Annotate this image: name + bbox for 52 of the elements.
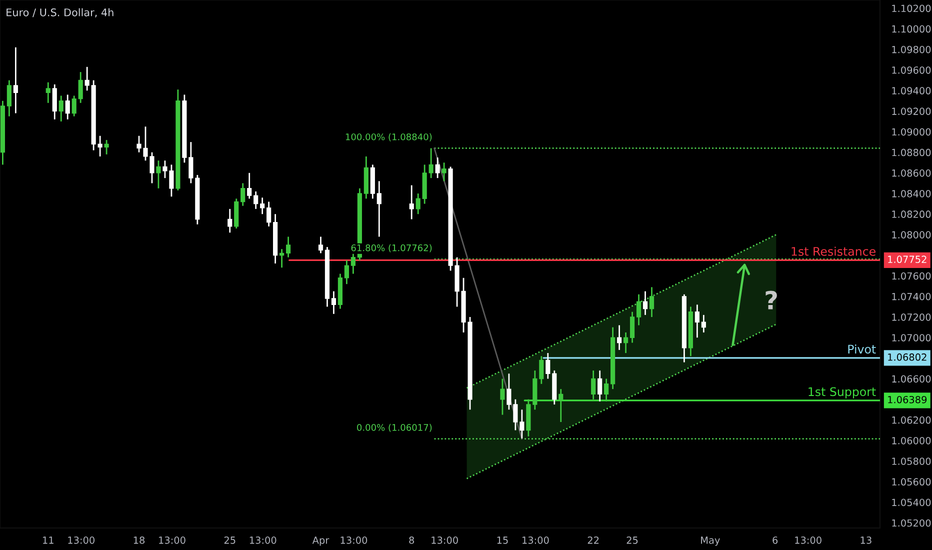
- y-tick-label: 1.09200: [892, 108, 931, 115]
- y-tick-label: 1.07200: [892, 313, 931, 321]
- y-tick-label: 1.07000: [892, 334, 931, 342]
- y-tick-label: 1.08200: [892, 210, 931, 218]
- data-label: 1.06389: [888, 396, 927, 404]
- x-tick-label: 13:00: [432, 536, 458, 544]
- x-tick-label: 13:00: [522, 536, 549, 544]
- y-tick-label: 1.08600: [892, 169, 931, 177]
- series-label: Pivot: [848, 344, 876, 354]
- y-tick-label: 1.05600: [892, 478, 931, 486]
- y-tick-label: 1.07600: [892, 272, 931, 280]
- y-tick-label: 1.09400: [892, 87, 931, 94]
- annotation: 100.00% (1.08840): [346, 133, 432, 142]
- text: Euro / U.S. Dollar, 4h: [6, 8, 114, 18]
- y-tick-label: 1.06600: [892, 375, 931, 383]
- x-tick-label: Apr: [312, 536, 330, 546]
- x-tick-label: 13:00: [250, 536, 276, 544]
- x-tick-label: 6: [772, 536, 778, 544]
- x-tick-label: 18: [134, 536, 145, 544]
- y-tick-label: 1.09000: [892, 128, 931, 136]
- y-tick-label: 1.05800: [892, 458, 931, 465]
- y-tick-label: 1.05400: [892, 498, 931, 506]
- x-tick-label: 13:00: [159, 536, 186, 544]
- y-tick-label: 1.09800: [892, 46, 931, 54]
- x-tick-label: 8: [409, 536, 414, 544]
- x-tick-label: 13:00: [340, 536, 368, 544]
- x-tick-label: 15: [497, 536, 508, 544]
- x-tick-label: 22: [588, 536, 599, 544]
- y-tick-label: 1.08400: [892, 190, 931, 198]
- y-tick-label: 1.09600: [892, 66, 931, 74]
- annotation: ?: [766, 290, 777, 310]
- x-tick-label: 25: [626, 536, 638, 544]
- y-tick-label: 1.08000: [892, 231, 931, 238]
- y-tick-label: 1.06000: [892, 436, 931, 444]
- legend-label: 1st Support: [808, 387, 876, 398]
- x-tick-label: 11: [43, 536, 54, 544]
- x-tick-label: 13: [860, 536, 872, 544]
- y-tick-label: 1.08800: [892, 148, 931, 156]
- y-tick-label: 1.05200: [892, 519, 931, 527]
- x-tick-label: 13:00: [795, 536, 822, 544]
- series-label: 1st Resistance: [792, 246, 876, 256]
- y-tick-label: 1.10000: [892, 25, 931, 33]
- data-label: 1.06802: [888, 353, 926, 361]
- y-tick-label: 1.10200: [892, 4, 931, 12]
- x-tick-label: 25: [224, 536, 236, 544]
- x-tick-label: May: [701, 536, 720, 546]
- annotation: 61.80% (1.07762): [351, 244, 432, 252]
- annotation: 0.00% (1.06017): [357, 424, 432, 432]
- y-tick-label: 1.06200: [892, 416, 931, 424]
- x-tick-label: 13:00: [68, 536, 94, 544]
- y-tick-label: 1.07400: [892, 292, 931, 300]
- data-label: 1.07752: [888, 256, 926, 264]
